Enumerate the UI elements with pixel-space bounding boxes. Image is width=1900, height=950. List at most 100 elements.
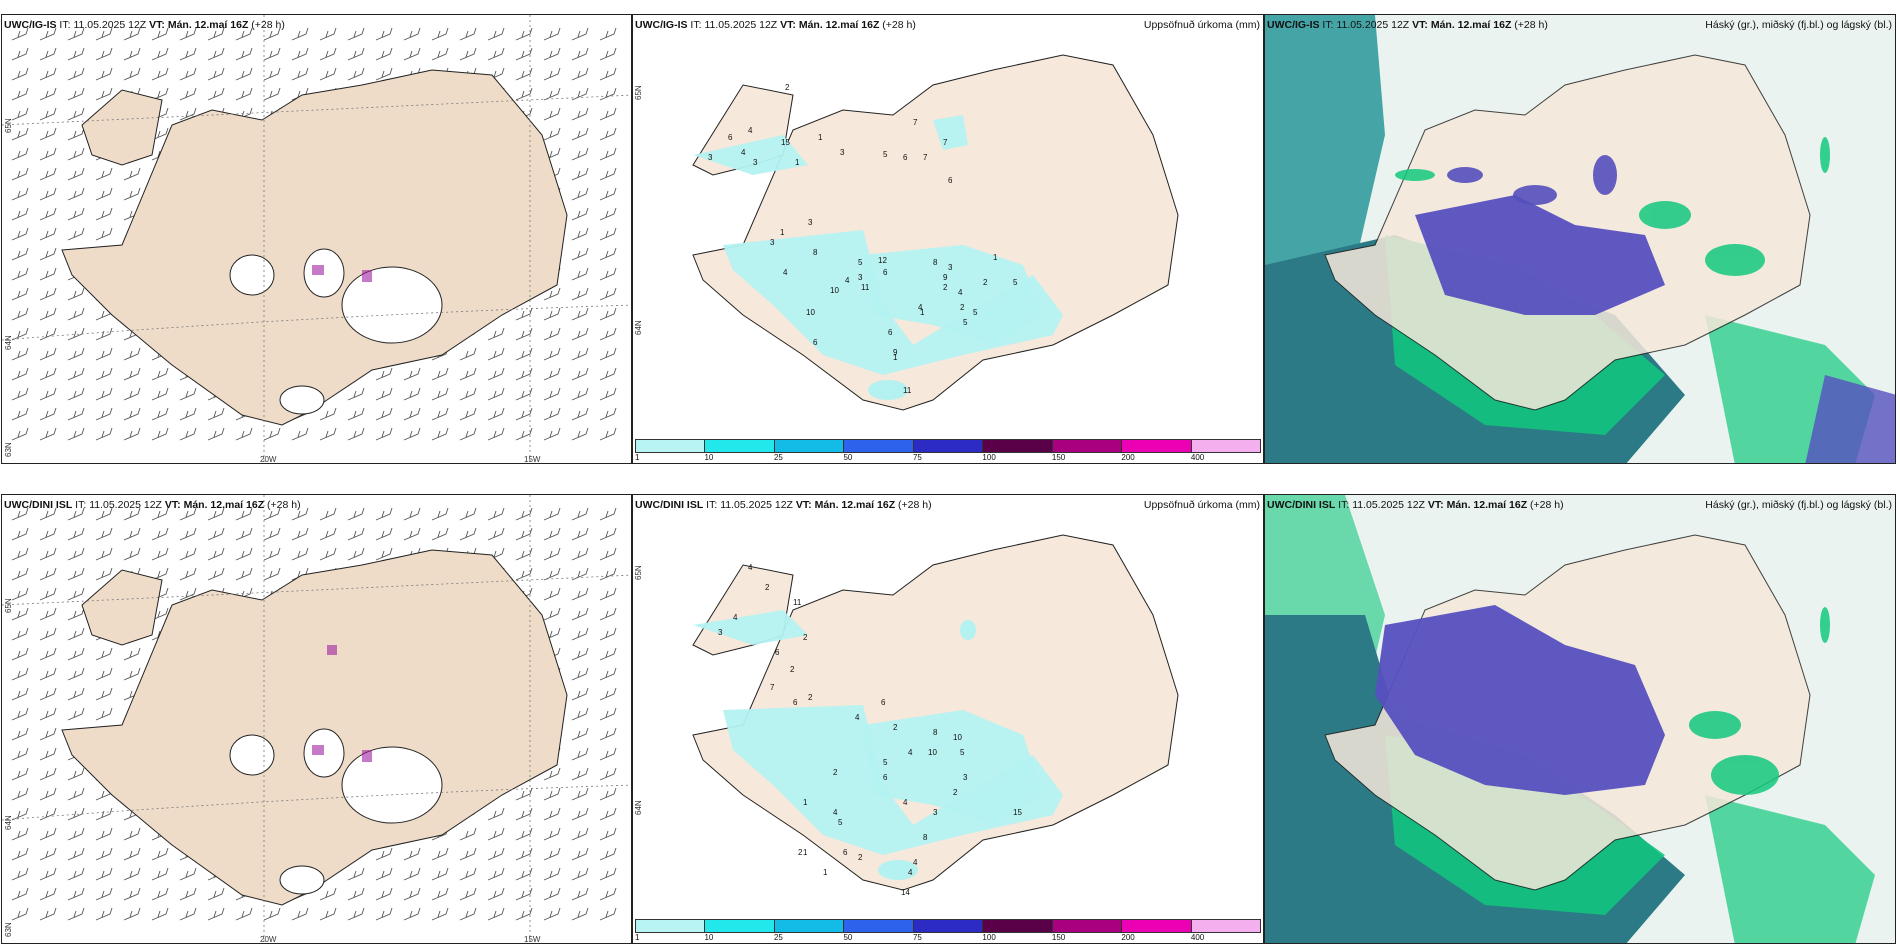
precip-value-label: 4	[748, 563, 753, 572]
precip-value-label: 6	[883, 773, 888, 782]
precip-value-label: 3	[948, 263, 953, 272]
cloud-legend-title: Háský (gr.), miðský (fj.bl.) og lágský (…	[1705, 499, 1892, 511]
precip-value-label: 2	[960, 303, 965, 312]
lat-label: 65N	[4, 118, 13, 133]
lon-label: 20W	[260, 455, 277, 464]
colorbar-tick: 100	[982, 453, 996, 462]
low-cloud	[1689, 607, 1830, 795]
colorbar-tick: 75	[912, 933, 922, 942]
colorbar-cell	[705, 920, 775, 932]
precip-value-label: 3	[808, 218, 813, 227]
precip-value-label: 7	[923, 153, 928, 162]
low-cloud	[1395, 137, 1830, 276]
lat-label: 63N	[4, 442, 13, 457]
precip-value-label: 7	[913, 118, 918, 127]
precip-value-label: 2	[790, 665, 795, 674]
glacier	[279, 385, 325, 415]
colorbar-tick: 200	[1121, 933, 1135, 942]
colorbar-cell	[844, 920, 914, 932]
precip-value-label: 2	[803, 633, 808, 642]
lat-label: 64N	[4, 815, 13, 830]
colorbar-tick: 75	[912, 453, 922, 462]
precip-value-label: 1	[920, 308, 925, 317]
colorbar-cell	[705, 440, 775, 452]
cloud-map	[1265, 495, 1895, 943]
precip-value-label: 5	[1013, 278, 1018, 287]
precip-value-label: 8	[933, 728, 938, 737]
precip-area	[878, 860, 918, 880]
glacier	[341, 746, 443, 824]
wind-map	[2, 495, 631, 943]
lon-label: 15W	[524, 455, 541, 464]
precip-value-label: 12	[878, 256, 887, 265]
precip-value-label: 3	[770, 238, 775, 247]
precip-marker	[312, 745, 324, 755]
precip-value-label: 4	[958, 288, 963, 297]
sea-region	[1265, 15, 1385, 315]
precip-value-label: 7	[770, 683, 775, 692]
precip-area	[693, 135, 808, 175]
mid-cloud	[1375, 605, 1665, 795]
cloud-legend-title: Háský (gr.), miðský (fj.bl.) og lágský (…	[1705, 19, 1892, 31]
precip-value-label: 1	[803, 798, 808, 807]
wind-map-panel-top: UWC/IG-IS IT: 11.05.2025 12Z VT: Mán. 12…	[1, 14, 632, 464]
iceland-land	[61, 69, 568, 426]
colorbar: 1 10 25 50 75 100 150 200 400	[633, 439, 1263, 463]
precip-area	[868, 380, 908, 400]
precip-value-label: 1	[993, 253, 998, 262]
precip-value-label: 2	[765, 583, 770, 592]
lat-label: 64N	[4, 335, 13, 350]
precip-value-label: 7	[943, 138, 948, 147]
precip-value-label: 2	[798, 848, 803, 857]
colorbar-tick: 100	[982, 933, 996, 942]
glacier	[229, 734, 275, 776]
iceland-land	[61, 549, 568, 906]
lat-label: 65N	[634, 85, 643, 100]
precip-value-label: 3	[933, 808, 938, 817]
panel-title: UWC/DINI ISL IT: 11.05.2025 12Z VT: Mán.…	[1267, 499, 1564, 511]
precip-value-label: 6	[881, 698, 886, 707]
colorbar-tick: 150	[1051, 453, 1066, 462]
precip-value-label: 4	[855, 713, 860, 722]
colorbar-cell	[1122, 920, 1192, 932]
colorbar-cell	[913, 920, 984, 932]
precip-value-label: 10	[928, 748, 937, 757]
colorbar-cell	[913, 440, 984, 452]
precip-area	[960, 620, 976, 640]
precip-value-label: 6	[888, 328, 893, 337]
precip-value-label: 2	[943, 283, 948, 292]
precip-value-label: 15	[1013, 808, 1022, 817]
lat-label: 65N	[4, 598, 13, 613]
precip-value-label: 11	[903, 386, 912, 395]
colorbar-tick: 25	[773, 933, 783, 942]
precip-value-label: 4	[833, 808, 838, 817]
precip-value-label: 1	[803, 848, 808, 857]
precip-value-label: 5	[838, 818, 843, 827]
precip-value-label: 6	[775, 648, 780, 657]
precip-value-label: 9	[893, 348, 898, 357]
precip-area	[693, 610, 808, 645]
glacier	[279, 865, 325, 895]
colorbar: 1 10 25 50 75 100 150 200 400	[633, 919, 1263, 943]
precip-value-label: 3	[963, 773, 968, 782]
precip-value-label: 4	[845, 276, 850, 285]
precip-value-label: 4	[733, 613, 738, 622]
colorbar-tick: 10	[704, 453, 714, 462]
colorbar-tick: 1	[635, 933, 640, 942]
precip-value-label: 6	[948, 176, 953, 185]
precip-value-label: 10	[806, 308, 815, 317]
panel-title: UWC/DINI ISL IT: 11.05.2025 12Z VT: Mán.…	[4, 499, 301, 511]
precip-area	[863, 710, 1043, 825]
precip-value-label: 14	[901, 888, 910, 897]
cloud-map-panel-top: UWC/IG-IS IT: 11.05.2025 12Z VT: Mán. 12…	[1264, 14, 1896, 464]
precip-value-label: 1	[795, 158, 800, 167]
panel-title: UWC/IG-IS IT: 11.05.2025 12Z VT: Mán. 12…	[1267, 19, 1548, 31]
glacier	[229, 254, 275, 296]
precip-marker	[362, 270, 372, 282]
westfjords	[81, 569, 163, 646]
precip-area	[933, 115, 968, 150]
precip-value-label: 6	[813, 338, 818, 347]
precip-value-label: 11	[793, 598, 802, 607]
precip-value-label: 4	[783, 268, 788, 277]
precip-value-label: 6	[883, 268, 888, 277]
